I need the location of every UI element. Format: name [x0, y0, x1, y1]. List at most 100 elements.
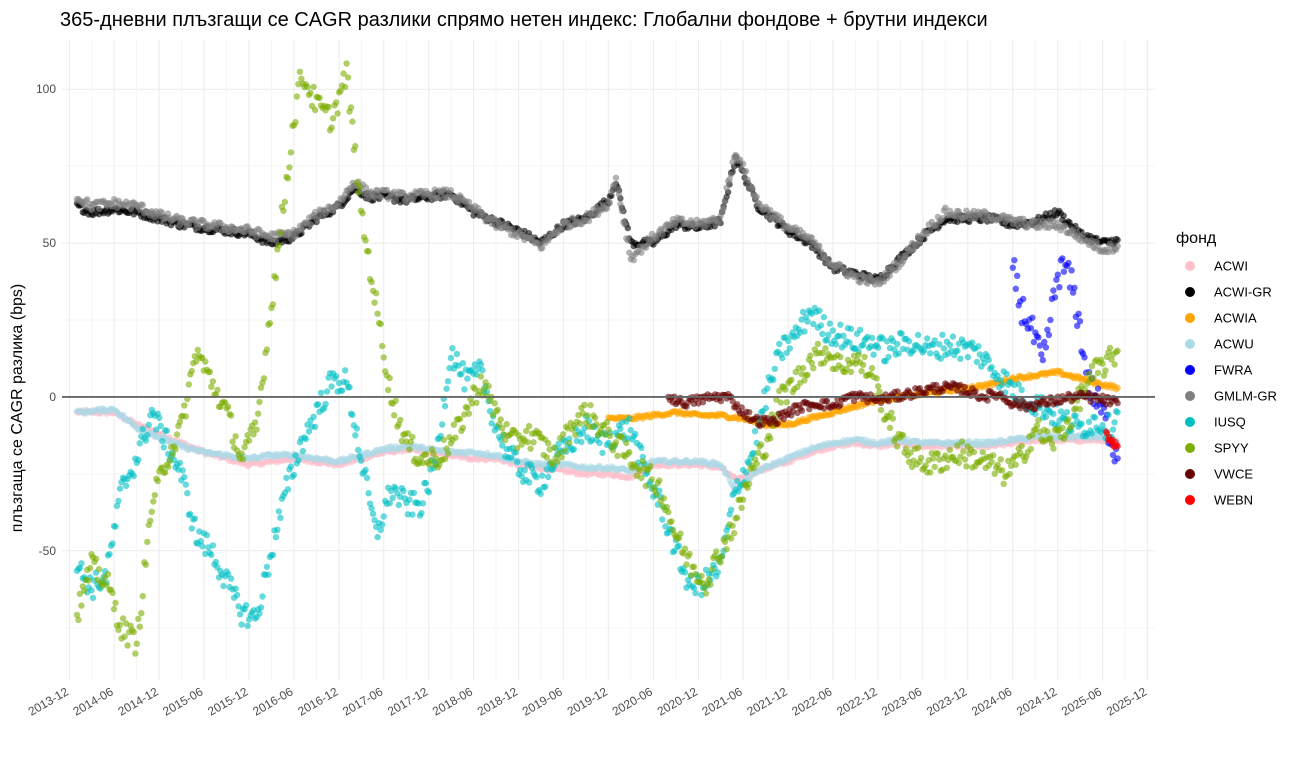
data-point — [762, 404, 769, 412]
data-point — [555, 440, 562, 447]
data-point — [799, 308, 807, 316]
data-point — [1047, 435, 1054, 442]
data-point — [692, 590, 699, 597]
data-point — [561, 447, 568, 454]
data-point — [263, 346, 271, 353]
data-point — [415, 500, 422, 507]
data-point — [690, 563, 698, 570]
data-point — [227, 412, 235, 419]
data-point — [479, 367, 486, 374]
data-point — [119, 615, 127, 622]
data-point — [816, 307, 823, 314]
data-point — [543, 454, 550, 461]
data-point — [81, 587, 88, 594]
data-point — [614, 186, 621, 193]
data-point — [1030, 338, 1038, 346]
data-point — [73, 611, 81, 619]
data-point — [485, 382, 492, 390]
data-point — [1071, 284, 1078, 291]
data-point — [603, 205, 611, 212]
data-point — [1066, 284, 1074, 291]
data-point — [727, 506, 735, 513]
data-point — [464, 375, 471, 382]
data-point — [494, 406, 501, 413]
data-point — [292, 119, 299, 126]
data-point — [1078, 420, 1085, 427]
data-point — [588, 436, 596, 444]
x-tick-label: 2022-06 — [789, 684, 834, 718]
data-point — [160, 444, 167, 451]
data-point — [293, 93, 301, 100]
data-point — [739, 160, 747, 167]
data-point — [744, 176, 751, 183]
data-point — [1091, 414, 1099, 421]
data-point — [286, 164, 293, 171]
x-tick-label: 2014-06 — [71, 684, 116, 718]
data-point — [419, 500, 427, 507]
data-point — [783, 349, 790, 357]
data-point — [876, 388, 883, 395]
data-point — [767, 435, 774, 442]
data-point — [184, 490, 191, 497]
x-tick-label: 2014-12 — [116, 684, 161, 718]
data-point — [380, 513, 387, 520]
data-point — [449, 345, 456, 352]
data-point — [256, 398, 263, 406]
data-point — [907, 449, 914, 456]
data-point — [801, 328, 808, 335]
data-point — [142, 437, 149, 444]
data-point — [746, 409, 753, 416]
data-point — [612, 174, 620, 181]
data-point — [1050, 287, 1057, 294]
data-point — [359, 210, 366, 217]
data-point — [284, 486, 292, 493]
data-point — [176, 459, 184, 467]
data-point — [1114, 455, 1121, 462]
data-point — [723, 184, 730, 191]
data-point — [777, 399, 784, 406]
data-point — [307, 89, 314, 97]
data-point — [864, 280, 871, 287]
data-point — [829, 327, 837, 334]
data-point — [606, 432, 614, 440]
data-point — [329, 115, 337, 122]
data-point — [1114, 409, 1121, 416]
data-point — [185, 381, 192, 388]
data-point — [874, 383, 882, 390]
data-point — [441, 402, 449, 410]
data-point — [988, 363, 995, 371]
data-point — [708, 566, 715, 573]
data-point — [447, 187, 455, 194]
data-point — [386, 374, 393, 382]
data-point — [238, 621, 245, 628]
data-point — [799, 364, 807, 372]
data-point — [194, 346, 201, 354]
data-point — [302, 435, 310, 443]
data-point — [363, 474, 371, 482]
data-point — [427, 457, 434, 464]
data-point — [840, 332, 847, 339]
data-point — [656, 477, 663, 484]
data-point — [615, 191, 623, 198]
data-point — [162, 469, 169, 476]
data-point — [1081, 354, 1088, 361]
data-point — [400, 190, 407, 197]
data-point — [277, 514, 284, 521]
data-point — [593, 421, 600, 428]
data-point — [452, 434, 459, 441]
data-point — [1006, 470, 1013, 478]
data-point — [473, 399, 480, 406]
data-point — [480, 385, 488, 393]
data-point — [1076, 318, 1084, 325]
data-point — [1062, 222, 1069, 230]
data-point — [283, 474, 290, 482]
data-point — [441, 455, 449, 463]
data-point — [310, 83, 317, 91]
data-point — [927, 469, 934, 476]
data-point — [379, 342, 386, 350]
data-point — [773, 396, 780, 403]
data-point — [340, 70, 347, 77]
data-point — [314, 213, 322, 220]
data-point — [630, 257, 637, 264]
data-point — [905, 338, 913, 345]
